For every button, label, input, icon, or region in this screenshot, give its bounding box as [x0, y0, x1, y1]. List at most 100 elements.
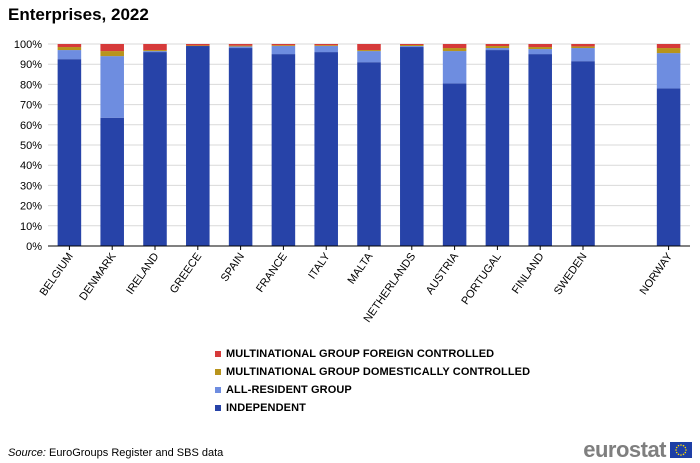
x-tick-label: FRANCE [254, 251, 290, 295]
y-tick-label: 50% [20, 140, 42, 152]
bar-segment [57, 47, 82, 51]
y-tick-label: 0% [26, 241, 42, 253]
flag-star [680, 454, 682, 456]
bar-segment [357, 62, 381, 247]
bar-segment [442, 51, 467, 84]
flag-star [675, 446, 678, 449]
bar-segment [485, 46, 510, 49]
bar-segment [57, 44, 82, 48]
x-tick-label: SPAIN [219, 251, 247, 284]
legend-swatch [215, 405, 221, 411]
y-tick-label: 20% [20, 201, 42, 213]
flag-star [682, 453, 685, 456]
x-tick-label: PORTUGAL [459, 251, 503, 307]
bar-segment [100, 117, 124, 246]
x-tick-label: IRELAND [124, 251, 161, 297]
bar-segment [485, 50, 510, 247]
y-tick-label: 30% [20, 180, 42, 192]
bar-segment [186, 45, 210, 47]
bar-segment [571, 48, 595, 62]
stacked-bar-chart: 0% 10% 20% 30% 40% 50% 60% 70% 80% 90% 100% BELGIU… [14, 39, 690, 325]
bar-segment [485, 48, 510, 51]
bar-segment [528, 54, 552, 246]
bar-segment [656, 88, 681, 246]
y-tick-label: 80% [20, 79, 42, 91]
bar-segment [228, 44, 253, 46]
bar-segment [228, 48, 253, 246]
legend-label: ALL-RESIDENT GROUP [226, 384, 352, 396]
flag-star [682, 444, 685, 447]
x-tick-label: ITALY [306, 250, 333, 281]
flag-star [685, 449, 687, 451]
bar-segment [271, 54, 296, 246]
x-tick-label: SWEDEN [552, 251, 590, 297]
bar-segment [571, 61, 595, 246]
flag-star [684, 451, 687, 454]
bars [57, 44, 681, 247]
bar-segment [571, 44, 595, 47]
bar-segment [528, 49, 552, 55]
legend-label: MULTINATIONAL GROUP DOMESTICALLY CONTROL… [226, 366, 531, 378]
bar-segment [357, 50, 381, 52]
bar-segment [400, 46, 424, 48]
flag-star [675, 451, 678, 454]
source-text: EuroGroups Register and SBS data [45, 447, 224, 459]
legend-label: MULTINATIONAL GROUP FOREIGN CONTROLLED [226, 348, 495, 360]
y-tick-label: 100% [14, 39, 42, 51]
bar-segment [571, 46, 595, 49]
bar-segment [271, 44, 296, 46]
x-tick-label: FINLAND [510, 251, 547, 296]
bar-segment [442, 83, 467, 246]
legend-item: MULTINATIONAL GROUP DOMESTICALLY CONTROL… [215, 363, 530, 381]
bar-segment [143, 50, 167, 52]
y-tick-label: 10% [20, 221, 42, 233]
bar-segment [143, 44, 167, 51]
flag-star [680, 444, 682, 446]
legend-swatch [215, 351, 221, 357]
eurostat-logo: eurostat [583, 437, 692, 463]
source-note: Source: EuroGroups Register and SBS data [8, 447, 223, 459]
y-tick-label: 60% [20, 120, 42, 132]
bar-segment [57, 59, 82, 247]
bar-segment [228, 45, 253, 47]
x-tick-label: BELGIUM [38, 251, 76, 298]
y-tick-label: 70% [20, 100, 42, 112]
bar-segment [228, 46, 253, 49]
bar-segment [485, 44, 510, 47]
bar-segment [656, 53, 681, 89]
bar-segment [314, 44, 338, 46]
chart-legend: MULTINATIONAL GROUP FOREIGN CONTROLLED MU… [215, 345, 530, 417]
flag-star [675, 449, 677, 451]
bar-segment [100, 56, 124, 118]
chart-title: Enterprises, 2022 [8, 5, 149, 24]
bar-segment [656, 44, 681, 49]
bar-segment [314, 46, 338, 53]
bar-segment [357, 51, 381, 63]
bar-segment [528, 44, 552, 48]
bar-segment [143, 52, 167, 246]
legend-swatch [215, 369, 221, 375]
bar-segment [186, 44, 210, 46]
eu-flag-icon [670, 442, 692, 458]
bar-segment [57, 50, 82, 60]
y-tick-label: 90% [20, 59, 42, 71]
bar-segment [400, 44, 424, 46]
x-tick-label: DENMARK [77, 250, 119, 302]
bar-segment [100, 51, 124, 57]
legend-item: ALL-RESIDENT GROUP [215, 381, 530, 399]
x-tick-label: AUSTRIA [424, 250, 462, 296]
flag-star [677, 444, 680, 447]
bar-segment [357, 44, 381, 51]
bar-segment [271, 45, 296, 47]
bar-segment [442, 48, 467, 52]
bar-segment [271, 46, 296, 55]
x-tick-label: GREECE [168, 251, 204, 296]
logo-text: eurostat [583, 437, 666, 462]
bar-segment [400, 45, 424, 47]
bar-segment [314, 52, 338, 246]
x-tick-label: MALTA [346, 250, 376, 286]
bar-segment [656, 48, 681, 54]
bar-segment [100, 44, 124, 52]
legend-item: MULTINATIONAL GROUP FOREIGN CONTROLLED [215, 345, 530, 363]
bar-segment [314, 45, 338, 47]
